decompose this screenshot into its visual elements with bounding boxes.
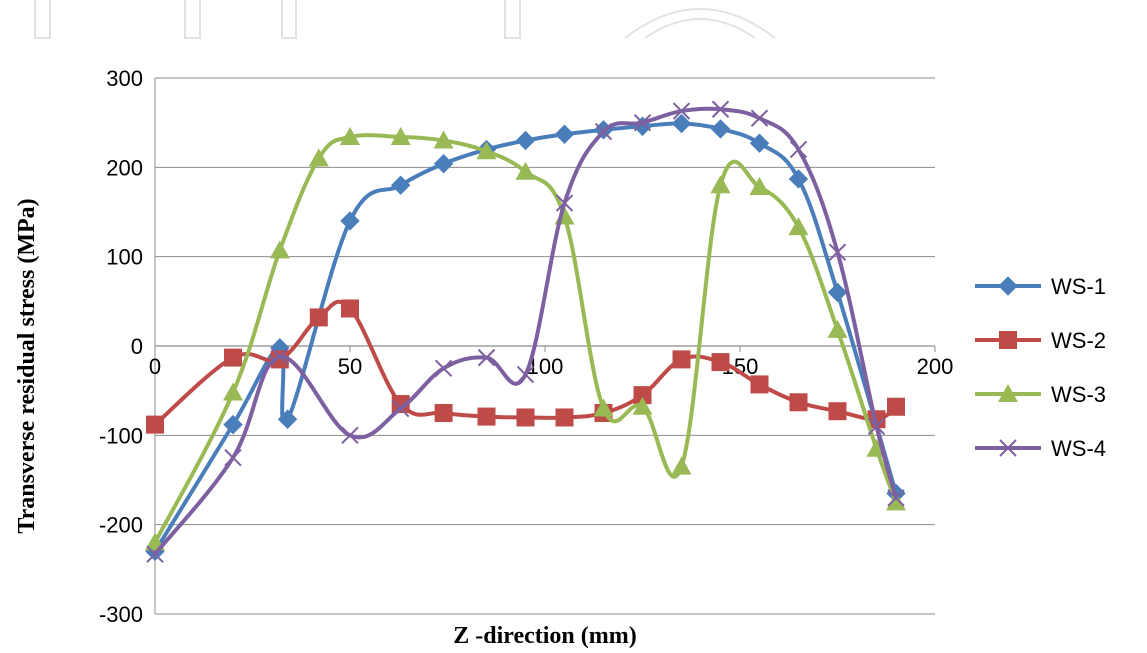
legend-item: WS-3 <box>975 382 1106 407</box>
data-point <box>270 350 289 369</box>
data-point <box>633 386 652 405</box>
data-point <box>224 448 242 467</box>
data-point <box>710 175 731 194</box>
data-point <box>789 140 808 159</box>
series-line <box>153 121 898 553</box>
data-point <box>827 319 848 338</box>
legend-label: WS-2 <box>1051 328 1106 353</box>
data-point <box>710 119 731 139</box>
data-point <box>633 113 652 132</box>
x-tick-label: 50 <box>338 354 362 379</box>
y-tick-label: 300 <box>106 66 143 91</box>
data-point <box>309 308 328 327</box>
legend-marker <box>998 384 1018 402</box>
legend-label: WS-4 <box>1051 436 1106 461</box>
y-tick-label: 100 <box>106 245 143 270</box>
data-point <box>146 545 164 563</box>
legend-marker <box>999 439 1017 457</box>
data-point <box>886 492 906 511</box>
series-line <box>153 133 898 544</box>
y-tick-label: 200 <box>106 155 143 180</box>
data-point <box>224 348 242 367</box>
series-ws-2 <box>146 299 905 434</box>
data-point <box>828 243 847 261</box>
data-point <box>433 130 454 149</box>
legend-marker <box>999 331 1017 349</box>
legend-label: WS-1 <box>1051 274 1106 299</box>
series-ws-4 <box>146 100 905 563</box>
data-point <box>711 100 730 118</box>
data-point <box>750 109 769 127</box>
data-point <box>434 404 453 422</box>
data-point <box>223 414 243 435</box>
series-ws-3 <box>145 126 906 551</box>
data-point <box>749 176 770 195</box>
data-point <box>788 169 809 189</box>
data-point <box>632 396 653 415</box>
y-tick-label: 0 <box>131 334 143 359</box>
data-point <box>827 282 848 303</box>
series-ws-1 <box>145 113 906 562</box>
data-point <box>828 402 847 421</box>
data-point <box>750 375 769 394</box>
data-point <box>341 426 359 445</box>
data-point <box>341 299 359 318</box>
data-point <box>516 408 535 427</box>
data-point <box>672 102 691 120</box>
data-point <box>223 382 243 401</box>
y-axis-title: Transverse residual stress (MPa) <box>14 198 40 533</box>
data-point <box>515 161 536 180</box>
data-point <box>477 348 496 367</box>
data-point <box>555 194 574 212</box>
legend-marker <box>998 276 1018 296</box>
data-point <box>391 399 410 418</box>
series-layer <box>145 100 906 563</box>
data-point <box>671 113 692 134</box>
data-point <box>594 122 613 141</box>
legend-label: WS-3 <box>1051 382 1106 407</box>
data-point <box>593 398 614 417</box>
data-point <box>340 126 360 145</box>
data-point <box>477 407 496 426</box>
data-point <box>434 359 453 378</box>
x-tick-label: 200 <box>917 354 954 379</box>
data-point <box>271 348 289 366</box>
data-point <box>390 126 411 145</box>
data-point <box>554 124 575 144</box>
data-point <box>277 409 298 429</box>
data-point <box>887 489 905 507</box>
y-tick-label: -300 <box>99 602 143 627</box>
legend-item: WS-4 <box>975 436 1106 461</box>
y-tick-label: -100 <box>99 423 143 448</box>
data-point <box>788 217 809 236</box>
data-point <box>711 353 730 372</box>
data-point <box>390 175 411 195</box>
data-point <box>391 395 410 414</box>
data-point <box>672 350 691 369</box>
legend-item: WS-1 <box>975 274 1106 299</box>
x-tick-label: 0 <box>149 354 161 379</box>
data-point <box>476 141 497 160</box>
data-point <box>269 240 290 259</box>
x-axis-title: Z -direction (mm) <box>453 623 637 649</box>
data-point <box>515 130 536 151</box>
data-point <box>749 133 770 153</box>
data-point <box>516 365 535 384</box>
data-point <box>887 397 905 416</box>
data-point <box>146 415 164 434</box>
data-point <box>555 408 574 427</box>
data-point <box>671 456 692 475</box>
data-point <box>789 393 808 412</box>
data-point <box>308 148 329 167</box>
y-tick-label: -200 <box>99 513 143 538</box>
watermark-decoration <box>34 0 776 39</box>
legend: WS-1 WS-2 WS-3 WS-4 <box>975 274 1106 461</box>
data-point <box>340 211 360 231</box>
data-point <box>867 417 886 436</box>
data-point <box>433 154 454 174</box>
legend-item: WS-2 <box>975 328 1106 353</box>
